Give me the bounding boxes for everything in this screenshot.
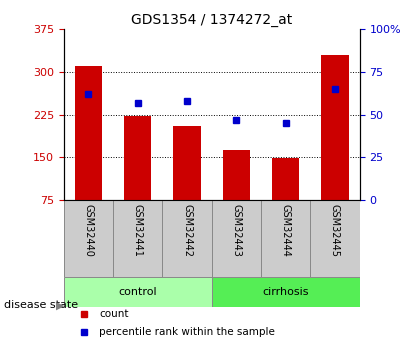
Text: GSM32440: GSM32440	[83, 204, 93, 257]
Text: GSM32444: GSM32444	[281, 204, 291, 257]
Bar	[223, 150, 250, 200]
Text: GSM32443: GSM32443	[231, 204, 241, 257]
Bar	[261, 200, 310, 277]
Bar	[173, 126, 201, 200]
Bar	[212, 200, 261, 277]
Bar	[162, 200, 212, 277]
Text: control: control	[118, 287, 157, 297]
Text: GSM32445: GSM32445	[330, 204, 340, 257]
Bar	[64, 200, 113, 277]
Text: percentile rank within the sample: percentile rank within the sample	[99, 327, 275, 337]
Text: disease state: disease state	[4, 300, 78, 310]
Bar	[272, 158, 299, 200]
Title: GDS1354 / 1374272_at: GDS1354 / 1374272_at	[131, 13, 292, 27]
Text: cirrhosis: cirrhosis	[262, 287, 309, 297]
Text: GSM32441: GSM32441	[133, 204, 143, 257]
Bar	[212, 277, 360, 307]
Bar	[310, 200, 360, 277]
Bar	[113, 200, 162, 277]
Bar	[75, 66, 102, 200]
Bar	[64, 277, 212, 307]
Text: GSM32442: GSM32442	[182, 204, 192, 257]
Text: count: count	[99, 309, 129, 319]
Text: ▶: ▶	[55, 300, 64, 310]
Bar	[321, 55, 349, 200]
Bar	[124, 116, 151, 200]
